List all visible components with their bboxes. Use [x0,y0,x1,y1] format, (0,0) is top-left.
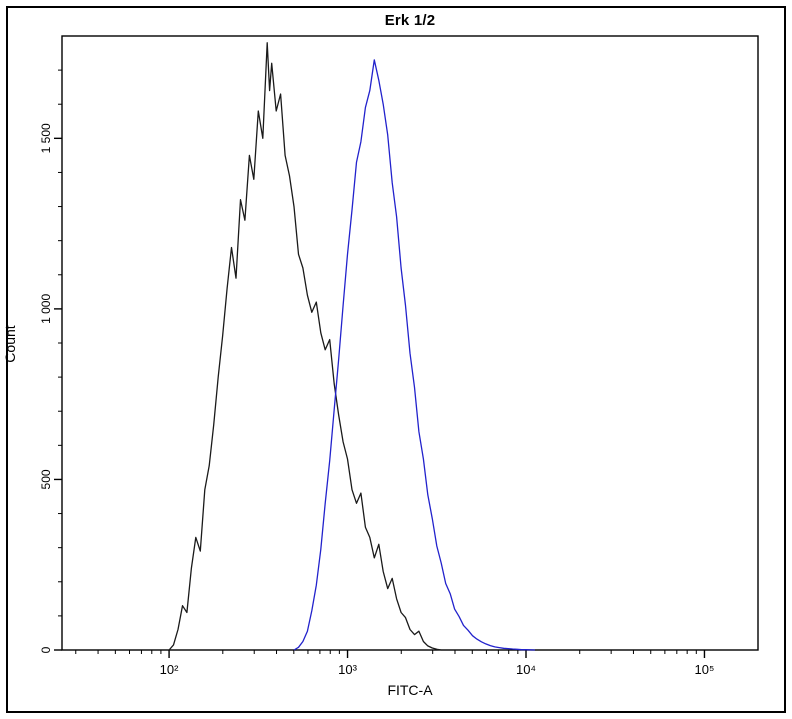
outer-frame [6,6,786,713]
chart-title: Erk 1/2 [384,12,436,29]
black-curve [168,42,442,651]
y-tick-label: 500 [39,469,53,489]
blue-curve [293,59,535,651]
x-tick-label: 10² [160,662,179,677]
x-tick-label: 10⁴ [516,662,536,677]
y-tick-label: 1 500 [39,123,53,153]
x-tick-label: 10⁵ [695,662,715,677]
x-tick-label: 10³ [338,662,357,677]
y-tick-label: 1 000 [39,294,53,324]
plot-frame [61,35,759,651]
x-axis-label: FITC-A [387,682,433,698]
y-tick-label: 0 [39,646,53,653]
